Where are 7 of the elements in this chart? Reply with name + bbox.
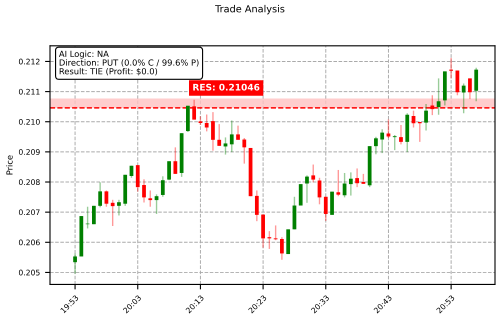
y-axis-title: Price: [6, 155, 13, 174]
annotation: AI Logic: NA Direction: PUT (0.0% C / 99.6% P) Result: TIE (Profit: $0.0): [58, 50, 199, 76]
chart-title: Trade Analysis: [215, 4, 284, 14]
candlestick: [167, 160, 171, 181]
candlestick: [330, 190, 334, 216]
ref-line-label: RES: 0.21046: [193, 84, 260, 91]
candlestick: [298, 183, 303, 206]
